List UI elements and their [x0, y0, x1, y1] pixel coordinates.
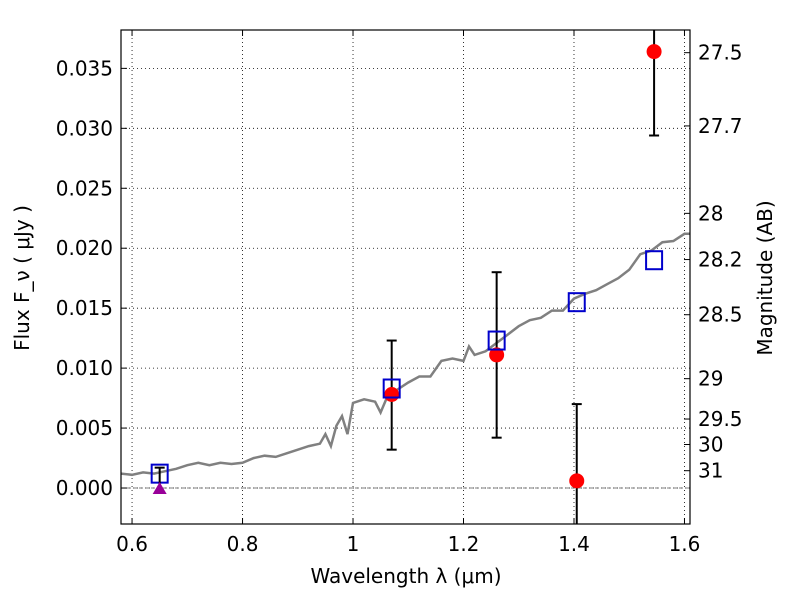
x-tick-label: 0.8 [227, 532, 259, 556]
y-tick-label: 0.035 [56, 56, 113, 80]
upper-limit-triangle [152, 482, 167, 495]
y-tick-label: 0.015 [56, 296, 113, 320]
plot-frame [120, 29, 691, 525]
grid [121, 30, 690, 524]
mag-tick-label: 28.5 [698, 303, 743, 327]
right-axis-label: Magnitude (AB) [753, 200, 777, 355]
mag-tick-label: 30 [698, 432, 723, 456]
y-axis-label: Flux F_ν ( μJy ) [10, 205, 34, 351]
mag-tick-label: 27.7 [698, 114, 743, 138]
observed-point [489, 347, 505, 363]
mag-tick-label: 29 [698, 367, 723, 391]
x-tick-label: 1.6 [669, 532, 701, 556]
y-tick-label: 0.000 [56, 476, 113, 500]
y-tick-label: 0.005 [56, 416, 113, 440]
model-square [382, 378, 401, 399]
y-tick-label: 0.025 [56, 176, 113, 200]
x-tick-label: 1.2 [448, 532, 480, 556]
x-axis-label: Wavelength λ (μm) [310, 564, 501, 588]
observed-point [384, 387, 400, 403]
axes: 0.6 0.8 1 1.2 1.4 1.6 0.000 0.005 0.010 0.015 0.02… [56, 29, 743, 556]
mag-tick-label: 29.5 [698, 407, 743, 431]
y-tick-label: 0.030 [56, 116, 113, 140]
labels: Wavelength λ (μm) Flux F_ν ( μJy ) Magni… [10, 200, 777, 588]
mag-tick-label: 28.2 [698, 248, 743, 272]
y-tick-label: 0.010 [56, 356, 113, 380]
mag-tick-label: 31 [698, 459, 723, 483]
mag-tick-label: 28 [698, 201, 723, 225]
observed-point [569, 473, 585, 489]
mag-tick-label: 27.5 [698, 41, 743, 65]
x-tick-label: 0.6 [116, 532, 148, 556]
y-tick-label: 0.020 [56, 236, 113, 260]
model-square [567, 292, 586, 313]
data-layer [121, 30, 690, 524]
observed-point [646, 44, 662, 60]
model-square [487, 330, 506, 351]
x-tick-label: 1.4 [558, 532, 590, 556]
model-square [645, 250, 664, 271]
x-tick-label: 1 [347, 532, 360, 556]
